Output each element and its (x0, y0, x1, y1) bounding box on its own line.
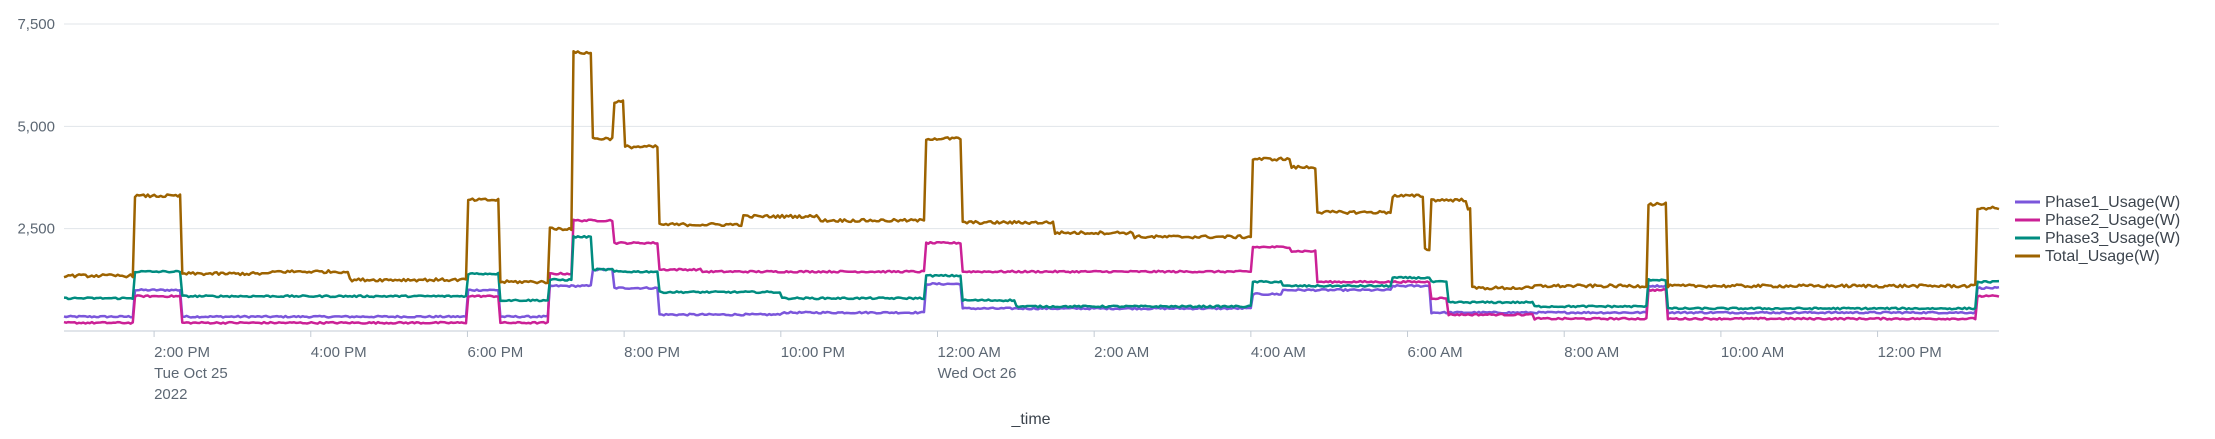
x-tick-label: 2022 (154, 386, 187, 403)
x-tick-label: 4:00 AM (1251, 344, 1306, 361)
x-tick-label: 4:00 PM (311, 344, 367, 361)
y-tick-label: 5,000 (17, 118, 55, 135)
legend-label: Phase3_Usage(W) (2045, 230, 2180, 247)
x-tick-label: 6:00 AM (1408, 344, 1463, 361)
legend-label: Phase1_Usage(W) (2045, 194, 2180, 211)
x-tick-label: 10:00 PM (781, 344, 845, 361)
grid-lines (64, 23, 1999, 230)
x-tick-label: 12:00 AM (937, 344, 1000, 361)
x-tick-label: Tue Oct 25 (154, 365, 228, 382)
x-axis-title: _time (1010, 411, 1050, 428)
x-tick-label: 12:00 PM (1878, 344, 1942, 361)
legend: Phase1_Usage(W)Phase2_Usage(W)Phase3_Usa… (2015, 194, 2180, 265)
y-axis-ticks: 2,500 5,000 7,500 (17, 16, 55, 238)
y-tick-label: 2,500 (17, 221, 55, 238)
series-lines (63, 50, 2000, 325)
x-tick-label: 8:00 PM (624, 344, 680, 361)
x-tick-label: 2:00 PM (154, 344, 210, 361)
x-tick-label: 10:00 AM (1721, 344, 1784, 361)
legend-label: Total_Usage(W) (2045, 248, 2160, 265)
x-tick-label: Wed Oct 26 (937, 365, 1016, 382)
series-line-phase3-usage-w (63, 234, 2000, 311)
x-tick-label: 8:00 AM (1564, 344, 1619, 361)
x-axis-ticks: 2:00 PM Tue Oct 25 2022 4:00 PM 6:00 PM 8:00 … (153, 331, 1942, 403)
series-line-phase2-usage-w (63, 218, 2000, 325)
x-tick-label: 2:00 AM (1094, 344, 1149, 361)
x-tick-label: 6:00 PM (467, 344, 523, 361)
legend-label: Phase2_Usage(W) (2045, 212, 2180, 229)
y-tick-label: 7,500 (17, 16, 55, 33)
series-line-total-usage-w (63, 50, 2000, 291)
series-line-phase1-usage-w (63, 267, 2000, 319)
